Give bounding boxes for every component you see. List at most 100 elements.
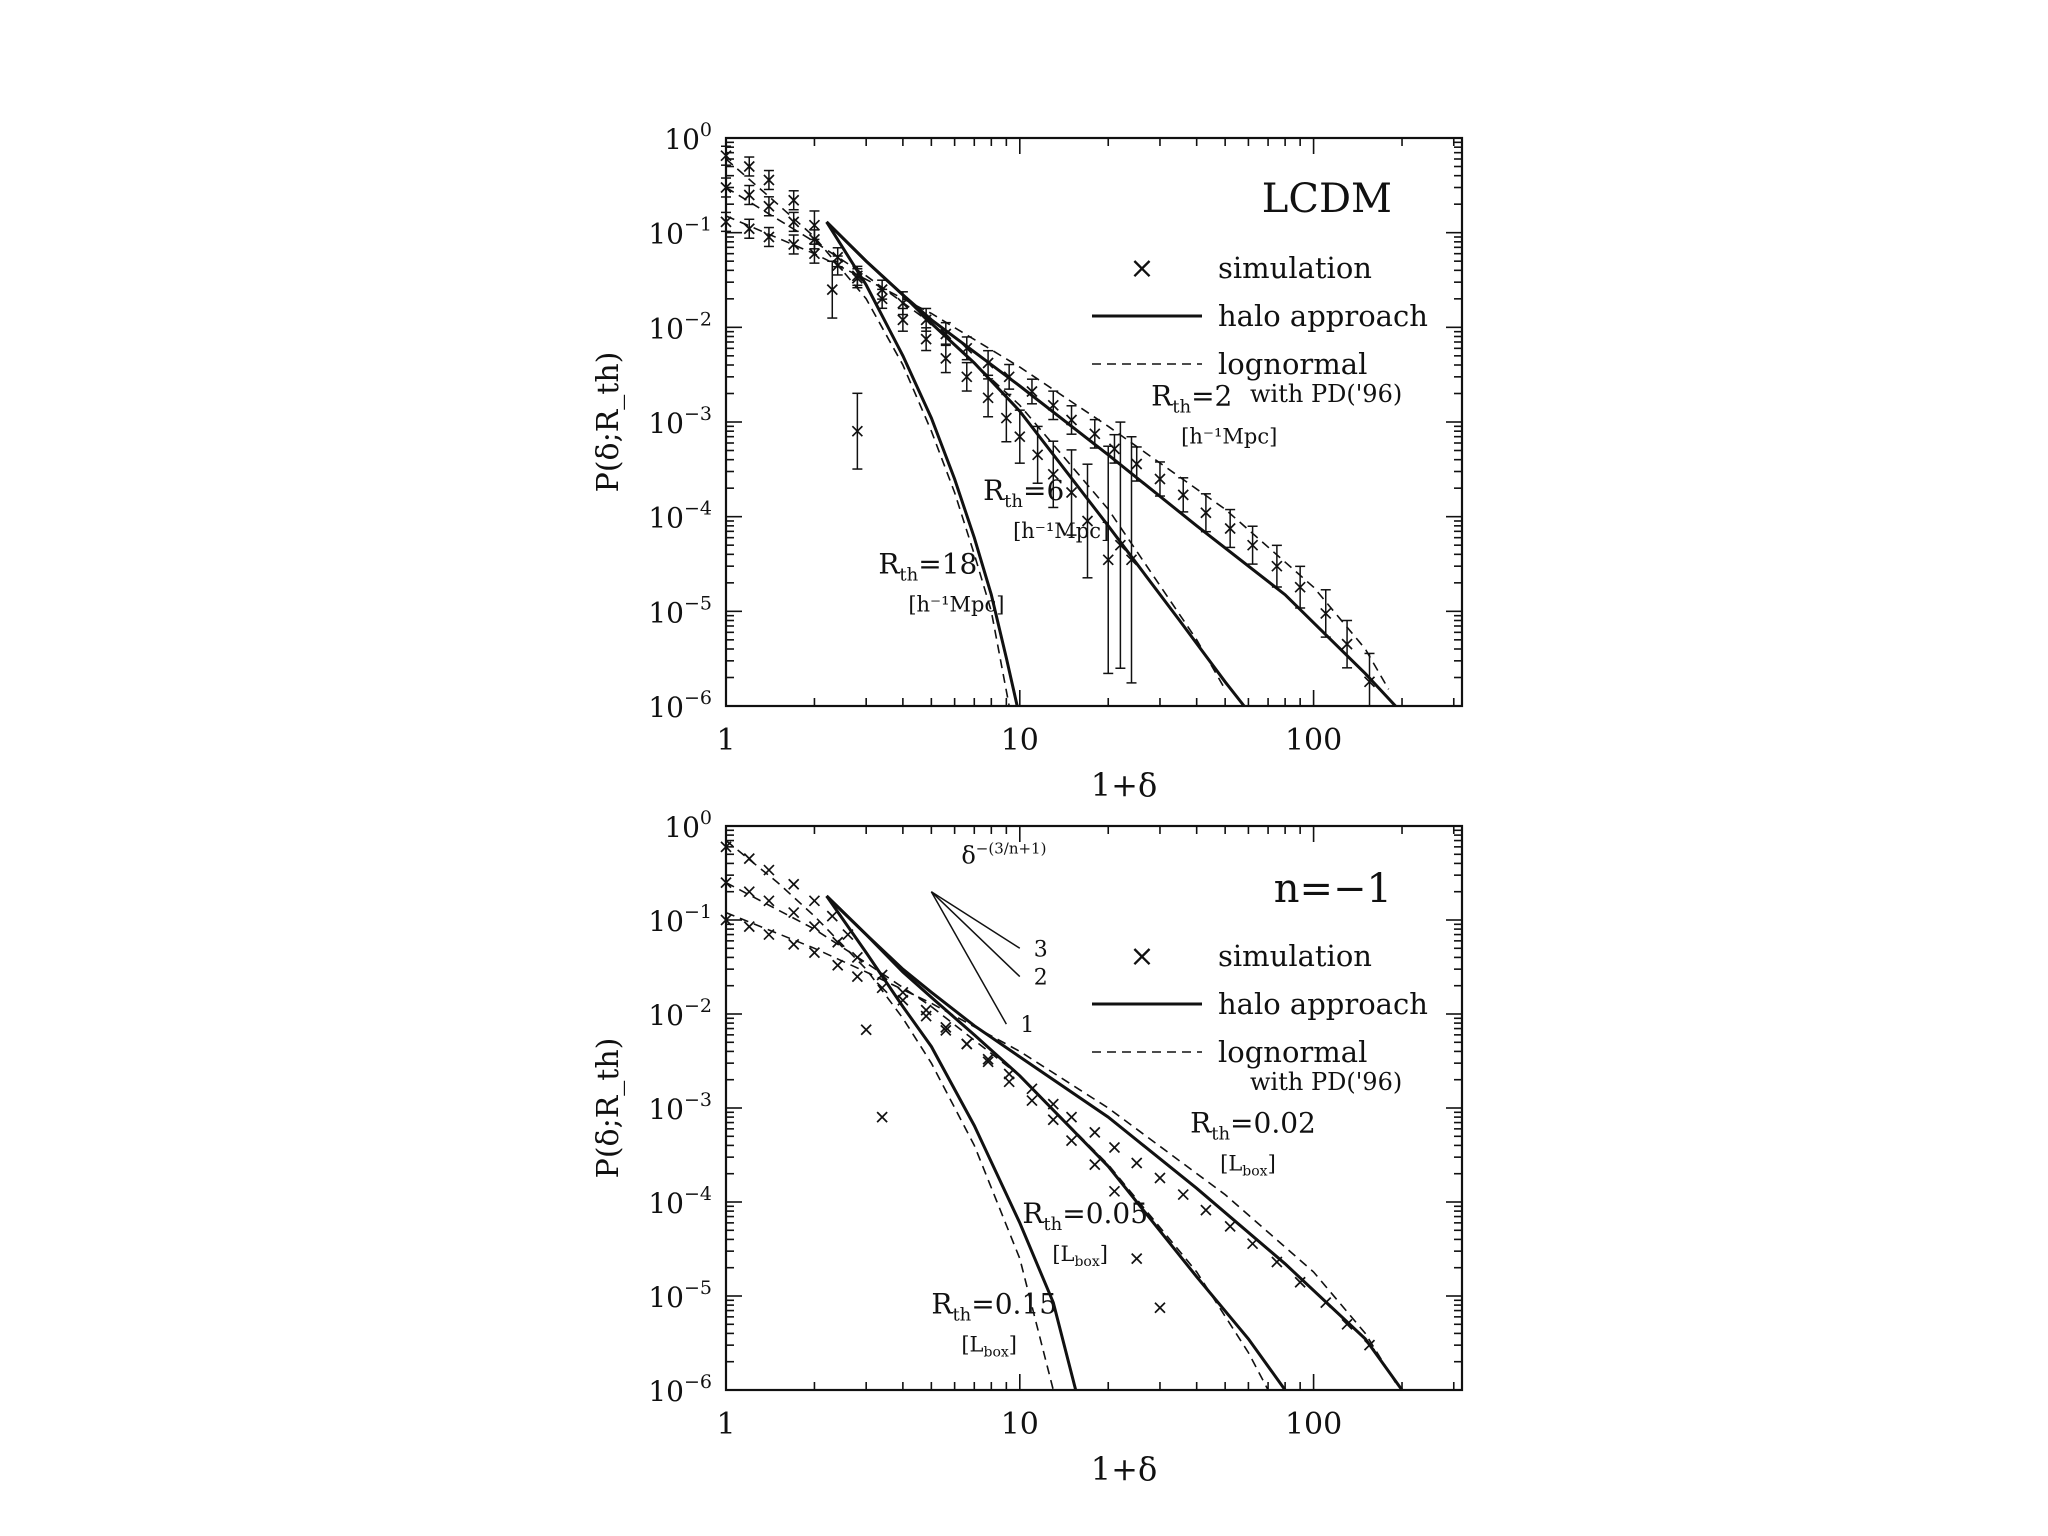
simulation-point	[1271, 1256, 1283, 1268]
halo-approach-curve	[825, 895, 1078, 1391]
simulation-point	[940, 352, 952, 364]
simulation-point	[1341, 638, 1353, 650]
y-tick-label: 10−6	[648, 1371, 712, 1408]
simulation-point	[920, 333, 932, 345]
simulation-point	[832, 936, 844, 948]
simulation-point	[897, 986, 909, 998]
rth-unit: [h⁻¹Mpc]	[1181, 424, 1277, 448]
legend-label-line2: with PD('96)	[1250, 1068, 1402, 1096]
slope-guide-index: 1	[1020, 1013, 1034, 1038]
simulation-point	[876, 969, 888, 981]
x-axis-label: 1+δ	[1091, 1450, 1157, 1488]
simulation-point	[982, 1056, 994, 1068]
simulation-point	[876, 293, 888, 305]
y-tick-label: 10−2	[648, 995, 712, 1032]
simulation-point	[876, 982, 888, 994]
y-tick-mantissa: 10	[648, 596, 684, 629]
simulation-point	[1026, 1083, 1038, 1095]
simulation-point	[1224, 1220, 1236, 1233]
y-tick-exponent: −1	[684, 214, 712, 236]
y-tick-exponent: −4	[684, 498, 712, 520]
y-tick-label: 10−1	[648, 214, 712, 251]
simulation-point	[1224, 522, 1236, 535]
simulation-point	[743, 921, 755, 933]
simulation-point	[1131, 1157, 1143, 1169]
simulation-point	[1003, 371, 1015, 383]
simulation-point	[808, 895, 821, 907]
slope-guide-line	[930, 891, 1021, 978]
simulation-point	[763, 200, 775, 212]
y-tick-label: 100	[664, 807, 712, 844]
simulation-point	[1026, 385, 1038, 398]
panel-n-minus-1: 1 10 10010010−110−210−310−410−510−61+δP(δ;…	[591, 807, 1464, 1488]
y-tick-exponent: −3	[684, 403, 712, 425]
simulation-point	[897, 994, 909, 1006]
y-tick-mantissa: 10	[648, 691, 684, 724]
simulation-point	[1102, 554, 1114, 566]
simulation-point	[1047, 1114, 1059, 1126]
rth-annotation: Rth=0.02	[1190, 1106, 1316, 1144]
y-tick-label: 10−6	[648, 687, 712, 724]
simulation-point	[1065, 1111, 1078, 1123]
y-tick-exponent: −5	[684, 1277, 712, 1299]
y-tick-label: 10−3	[648, 1089, 712, 1126]
y-tick-exponent: −3	[684, 1089, 712, 1111]
simulation-point	[1131, 458, 1143, 470]
simulation-point	[920, 314, 932, 326]
x-tick-label: 10	[1001, 1407, 1039, 1442]
y-tick-label: 10−4	[648, 498, 712, 535]
simulation-point	[788, 216, 800, 228]
simulation-point	[720, 876, 732, 889]
simulation-point	[808, 219, 821, 231]
simulation-point	[982, 357, 994, 369]
simulation-point	[1000, 412, 1012, 424]
halo-approach-curve	[825, 220, 1246, 707]
simulation-point	[1065, 1134, 1078, 1147]
legend-label: simulation	[1218, 939, 1372, 973]
y-tick-mantissa: 10	[648, 905, 684, 938]
legend-label: lognormal	[1218, 347, 1367, 381]
simulation-point	[743, 223, 755, 235]
simulation-point	[940, 328, 952, 340]
simulation-point	[1246, 1238, 1259, 1250]
simulation-point	[720, 841, 732, 853]
simulation-point	[826, 284, 838, 296]
simulation-point	[897, 314, 909, 326]
simulation-point	[720, 914, 732, 926]
y-tick-mantissa: 10	[648, 999, 684, 1032]
simulation-point	[982, 392, 994, 404]
simulation-point	[982, 1053, 994, 1065]
simulation-point	[920, 1004, 932, 1016]
legend-label: halo approach	[1218, 987, 1428, 1021]
simulation-point	[1047, 399, 1059, 411]
simulation-point	[720, 216, 732, 228]
simulation-point	[940, 1024, 952, 1036]
lognormal-curve	[725, 186, 1226, 690]
simulation-point	[808, 946, 821, 959]
y-tick-exponent: −2	[684, 995, 712, 1017]
slope-guide-index: 3	[1034, 937, 1048, 962]
y-axis-label: P(δ;R_th)	[591, 1038, 626, 1179]
simulation-point	[808, 248, 821, 260]
y-tick-label: 10−5	[648, 1277, 712, 1314]
lognormal-curve	[725, 839, 1055, 1391]
simulation-point	[743, 852, 755, 865]
simulation-point	[1108, 1141, 1121, 1154]
y-tick-exponent: 0	[700, 807, 712, 829]
simulation-point	[961, 342, 973, 354]
slope-guide-line	[930, 891, 1008, 1025]
x-tick-label: 100	[1285, 723, 1342, 758]
simulation-point	[743, 189, 755, 201]
y-tick-mantissa: 10	[648, 1187, 684, 1220]
x-tick-label: 1	[716, 1407, 735, 1442]
simulation-point	[851, 951, 863, 964]
rth-annotation: Rth=2	[1151, 379, 1232, 417]
legend-marker-symbol: ×	[1129, 251, 1154, 286]
simulation-point	[1246, 539, 1259, 551]
simulation-point	[1200, 507, 1212, 519]
simulation-point	[1294, 1276, 1306, 1288]
simulation-point	[788, 938, 800, 951]
rth-unit: [h⁻¹Mpc]	[908, 593, 1004, 617]
rth-unit: [Lbox]	[1052, 1242, 1108, 1270]
simulation-point	[720, 181, 732, 194]
